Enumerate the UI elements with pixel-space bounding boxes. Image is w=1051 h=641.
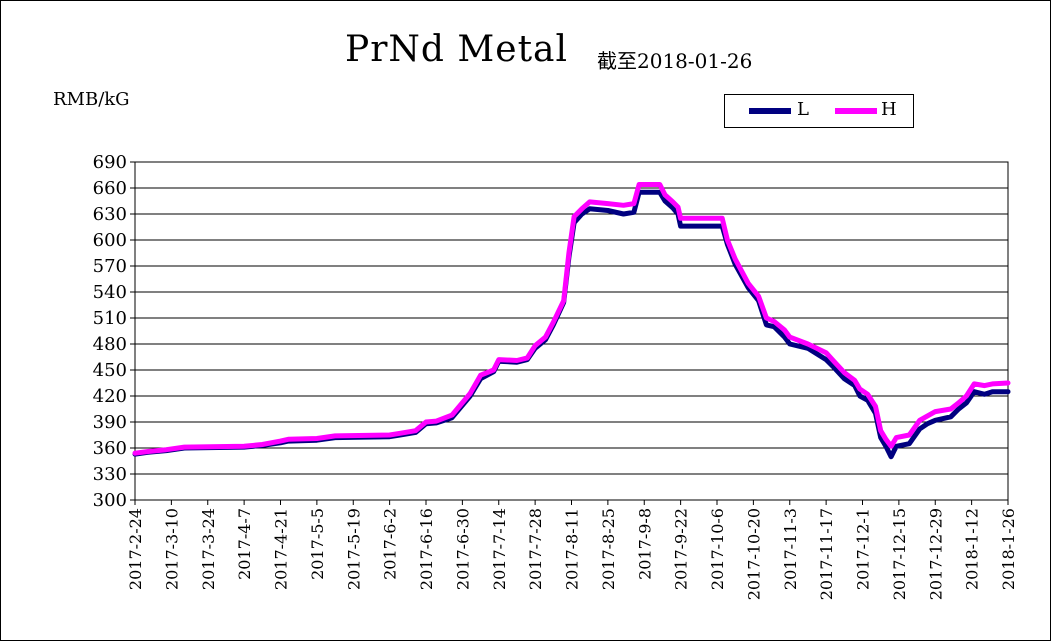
x-tick-label-2018-1-12: 2018-1-12 [963, 508, 982, 590]
x-tick-label-2017-5-5: 2017-5-5 [308, 508, 327, 580]
x-tick-label-2017-12-29: 2017-12-29 [926, 508, 945, 600]
y-tick-label-660: 660 [93, 178, 127, 199]
x-tick-label-2017-6-2: 2017-6-2 [381, 508, 400, 580]
y-tick-label-570: 570 [93, 256, 127, 277]
x-tick-label-2017-6-30: 2017-6-30 [453, 508, 472, 590]
x-tick-label-2017-8-25: 2017-8-25 [599, 508, 618, 590]
chart-title: PrNd Metal [345, 29, 569, 70]
y-tick-label-360: 360 [93, 438, 127, 459]
y-tick-label-690: 690 [93, 152, 127, 173]
legend: L H [724, 94, 914, 128]
x-tick-label-2017-10-6: 2017-10-6 [708, 508, 727, 590]
y-tick-label-510: 510 [93, 308, 127, 329]
x-tick-label-2017-7-28: 2017-7-28 [526, 508, 545, 590]
chart-subtitle: 截至2018-01-26 [597, 49, 753, 73]
x-tick-label-2017-4-21: 2017-4-21 [272, 508, 291, 590]
x-tick-label-2017-9-8: 2017-9-8 [635, 508, 654, 580]
x-tick-label-2017-3-10: 2017-3-10 [162, 508, 181, 590]
x-tick-label-2017-5-19: 2017-5-19 [344, 508, 363, 590]
x-tick-label-2017-6-16: 2017-6-16 [417, 508, 436, 590]
series-line-h [132, 182, 1011, 456]
y-tick-label-390: 390 [93, 412, 127, 433]
legend-swatch-h [835, 108, 877, 114]
x-tick-label-2018-1-26: 2018-1-26 [999, 508, 1018, 590]
x-tick-label-2017-2-24: 2017-2-24 [126, 508, 145, 590]
y-tick-label-300: 300 [93, 490, 127, 511]
x-tick-label-2017-4-7: 2017-4-7 [235, 508, 254, 580]
x-tick-label-2017-10-20: 2017-10-20 [744, 508, 763, 600]
y-tick-label-630: 630 [93, 204, 127, 225]
y-tick-label-450: 450 [93, 360, 127, 381]
y-tick-label-480: 480 [93, 334, 127, 355]
x-tick-label-2017-12-1: 2017-12-1 [854, 508, 873, 590]
y-axis-unit-label: RMB/kG [53, 89, 130, 110]
x-tick-label-2017-8-11: 2017-8-11 [563, 508, 582, 590]
plot-border [134, 161, 1009, 501]
y-tick-label-600: 600 [93, 230, 127, 251]
x-tick-label-2017-11-3: 2017-11-3 [781, 508, 800, 590]
legend-label-h: H [881, 99, 897, 120]
x-tick-label-2017-7-14: 2017-7-14 [490, 508, 509, 590]
legend-label-l: L [797, 99, 809, 120]
x-tick-label-2017-3-24: 2017-3-24 [199, 508, 218, 590]
legend-swatch-l [749, 108, 791, 114]
y-tick-label-420: 420 [93, 386, 127, 407]
y-tick-label-330: 330 [93, 464, 127, 485]
y-tick-label-540: 540 [93, 282, 127, 303]
x-tick-label-2017-9-22: 2017-9-22 [672, 508, 691, 590]
x-tick-label-2017-12-15: 2017-12-15 [890, 508, 909, 600]
x-tick-label-2017-11-17: 2017-11-17 [817, 508, 836, 600]
